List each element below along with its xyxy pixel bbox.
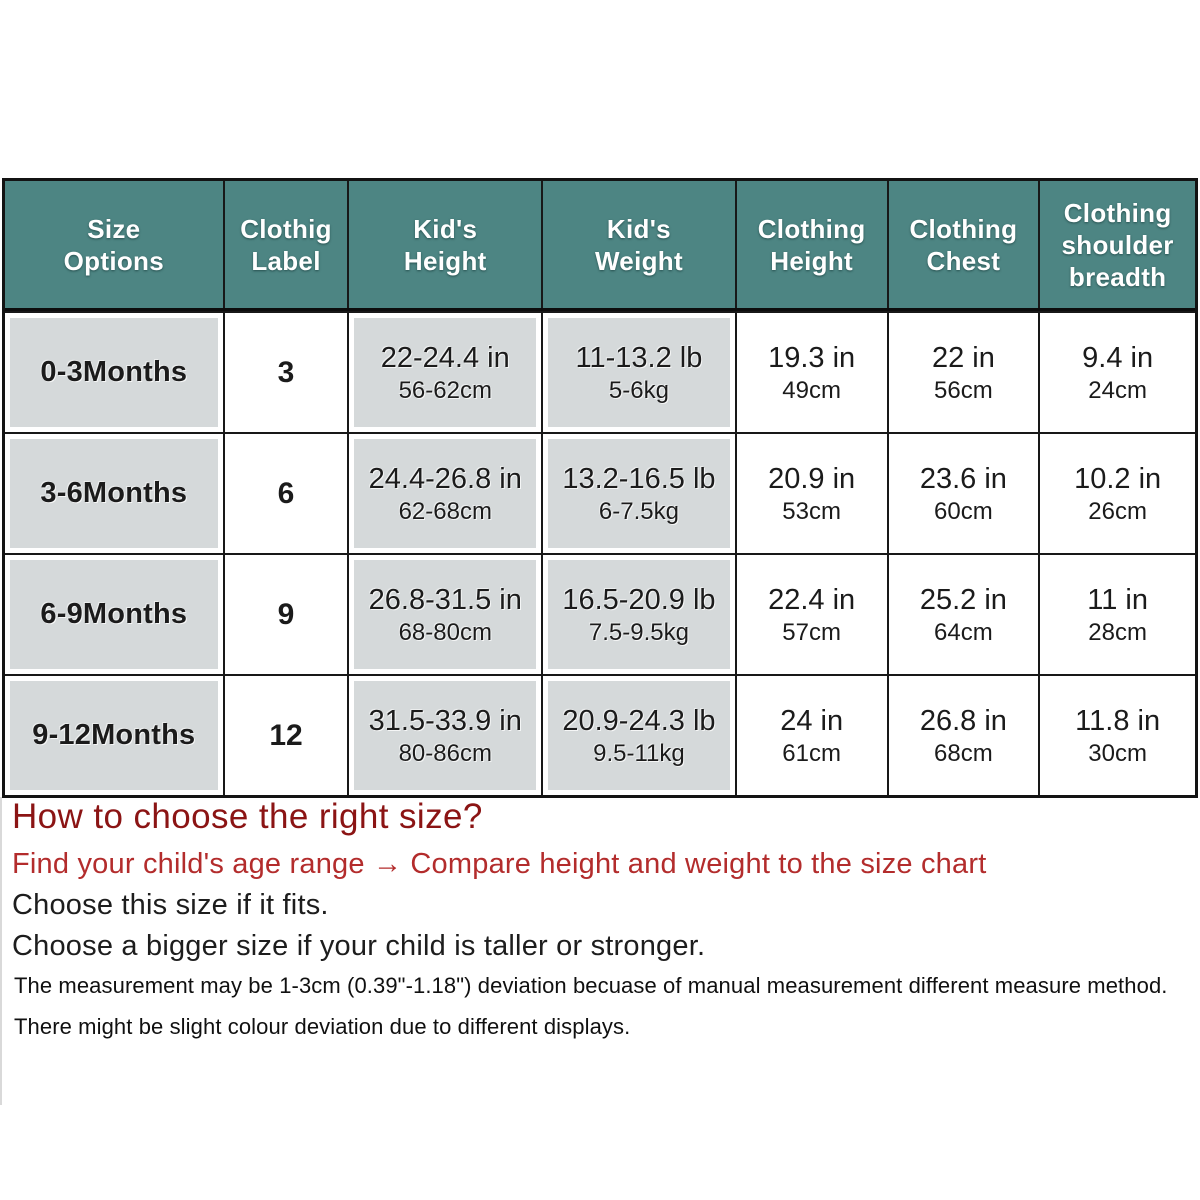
clothing-chest-cell: 22 in 56cm (889, 313, 1041, 432)
clothing-chest-in: 25.2 in (919, 583, 1007, 616)
guide-step-line: Find your child's age range → Compare he… (12, 848, 987, 880)
shoulder-in: 11.8 in (1075, 704, 1161, 737)
clothing-height-cell: 22.4 in 57cm (737, 555, 889, 674)
shoulder-in: 10.2 in (1074, 462, 1162, 495)
clothing-chest-cell: 26.8 in 68cm (889, 676, 1041, 795)
guide-bigger-size-line: Choose a bigger size if your child is ta… (12, 930, 706, 962)
shoulder-cm: 28cm (1088, 618, 1147, 646)
clothing-height-cm: 53cm (782, 497, 841, 525)
clothing-chest-cm: 64cm (934, 618, 993, 646)
shoulder-cm: 26cm (1088, 497, 1147, 525)
clothing-height-in: 19.3 in (768, 341, 856, 374)
size-cell: 3-6Months (5, 434, 225, 553)
clothing-height-in: 22.4 in (768, 583, 856, 616)
shoulder-breadth-cell: 11.8 in 30cm (1040, 676, 1195, 795)
size-value: 0-3Months (40, 356, 188, 388)
header-clothing-height: Clothing Height (737, 181, 889, 308)
kid-weight-cell: 16.5-20.9 lb 7.5-9.5kg (543, 555, 737, 674)
clothing-chest-cm: 60cm (934, 497, 993, 525)
kid-height-cell: 26.8-31.5 in 68-80cm (349, 555, 544, 674)
shoulder-breadth-cell: 11 in 28cm (1040, 555, 1195, 674)
kid-weight-kg: 7.5-9.5kg (588, 618, 689, 646)
clothing-chest-cell: 25.2 in 64cm (889, 555, 1041, 674)
header-kids-height: Kid's Height (349, 181, 544, 308)
size-cell: 0-3Months (5, 313, 225, 432)
label-value: 9 (277, 597, 295, 631)
shoulder-in: 11 in (1087, 583, 1148, 616)
sizing-guide-section: How to choose the right size? Find your … (12, 797, 1192, 969)
clothing-height-cm: 61cm (782, 739, 841, 767)
table-row: 0-3Months 3 22-24.4 in 56-62cm 11-13.2 l… (5, 311, 1195, 432)
clothing-chest-in: 26.8 in (919, 704, 1007, 737)
kid-height-in: 31.5-33.9 in (368, 704, 522, 737)
size-cell: 6-9Months (5, 555, 225, 674)
kid-height-cm: 56-62cm (398, 376, 492, 404)
header-clothing-chest: Clothing Chest (889, 181, 1041, 308)
kid-height-cell: 31.5-33.9 in 80-86cm (349, 676, 544, 795)
kid-height-in: 24.4-26.8 in (368, 462, 522, 495)
shoulder-cm: 24cm (1088, 376, 1147, 404)
guide-title: How to choose the right size? (12, 797, 483, 836)
label-value: 6 (277, 476, 295, 510)
kid-weight-cell: 13.2-16.5 lb 6-7.5kg (543, 434, 737, 553)
kid-height-cm: 62-68cm (398, 497, 492, 525)
clothing-height-cm: 49cm (782, 376, 841, 404)
kid-height-in: 26.8-31.5 in (368, 583, 522, 616)
left-edge-artifact (0, 797, 2, 1105)
table-row: 3-6Months 6 24.4-26.8 in 62-68cm 13.2-16… (5, 432, 1195, 553)
table-row: 6-9Months 9 26.8-31.5 in 68-80cm 16.5-20… (5, 553, 1195, 674)
clothing-height-cell: 24 in 61cm (737, 676, 889, 795)
guide-fit-line: Choose this size if it fits. (12, 889, 329, 921)
clothing-chest-cm: 68cm (934, 739, 993, 767)
header-kids-weight: Kid's Weight (543, 181, 737, 308)
kid-weight-lb: 11-13.2 lb (575, 341, 703, 374)
shoulder-in: 9.4 in (1082, 341, 1154, 374)
label-cell: 3 (225, 313, 350, 432)
size-chart-table: Size Options Clothig Label Kid's Height … (2, 178, 1198, 798)
clothing-height-in: 24 in (780, 704, 844, 737)
header-size-options: Size Options (5, 181, 225, 308)
measurement-deviation-note: The measurement may be 1-3cm (0.39"-1.18… (14, 973, 1168, 998)
kid-height-cell: 22-24.4 in 56-62cm (349, 313, 544, 432)
disclaimer-section: The measurement may be 1-3cm (0.39"-1.18… (14, 973, 1200, 1055)
table-row: 9-12Months 12 31.5-33.9 in 80-86cm 20.9-… (5, 674, 1195, 795)
kid-weight-lb: 13.2-16.5 lb (562, 462, 716, 495)
label-value: 3 (277, 355, 295, 389)
kid-height-in: 22-24.4 in (380, 341, 510, 374)
kid-weight-lb: 16.5-20.9 lb (562, 583, 716, 616)
header-clothing-label: Clothig Label (225, 181, 350, 308)
kid-weight-cell: 11-13.2 lb 5-6kg (543, 313, 737, 432)
label-cell: 9 (225, 555, 350, 674)
clothing-height-in: 20.9 in (768, 462, 856, 495)
clothing-chest-cm: 56cm (934, 376, 993, 404)
clothing-height-cm: 57cm (782, 618, 841, 646)
kid-weight-kg: 6-7.5kg (598, 497, 679, 525)
shoulder-breadth-cell: 10.2 in 26cm (1040, 434, 1195, 553)
kid-height-cm: 68-80cm (398, 618, 492, 646)
colour-deviation-note: There might be slight colour deviation d… (14, 1014, 631, 1039)
kid-weight-kg: 5-6kg (608, 376, 669, 404)
kid-height-cm: 80-86cm (398, 739, 492, 767)
size-cell: 9-12Months (5, 676, 225, 795)
shoulder-cm: 30cm (1088, 739, 1147, 767)
size-value: 6-9Months (40, 598, 188, 630)
clothing-chest-in: 23.6 in (919, 462, 1007, 495)
label-cell: 6 (225, 434, 350, 553)
kid-weight-cell: 20.9-24.3 lb 9.5-11kg (543, 676, 737, 795)
label-cell: 12 (225, 676, 350, 795)
header-shoulder-breadth: Clothing shoulder breadth (1061, 197, 1174, 292)
size-value: 3-6Months (40, 477, 188, 509)
table-header-row: Size Options Clothig Label Kid's Height … (5, 181, 1195, 311)
kid-weight-lb: 20.9-24.3 lb (562, 704, 716, 737)
clothing-height-cell: 19.3 in 49cm (737, 313, 889, 432)
clothing-chest-cell: 23.6 in 60cm (889, 434, 1041, 553)
kid-weight-kg: 9.5-11kg (593, 739, 685, 767)
clothing-height-cell: 20.9 in 53cm (737, 434, 889, 553)
size-value: 9-12Months (32, 719, 196, 751)
label-value: 12 (269, 718, 303, 752)
clothing-chest-in: 22 in (931, 341, 995, 374)
kid-height-cell: 24.4-26.8 in 62-68cm (349, 434, 544, 553)
shoulder-breadth-cell: 9.4 in 24cm (1040, 313, 1195, 432)
